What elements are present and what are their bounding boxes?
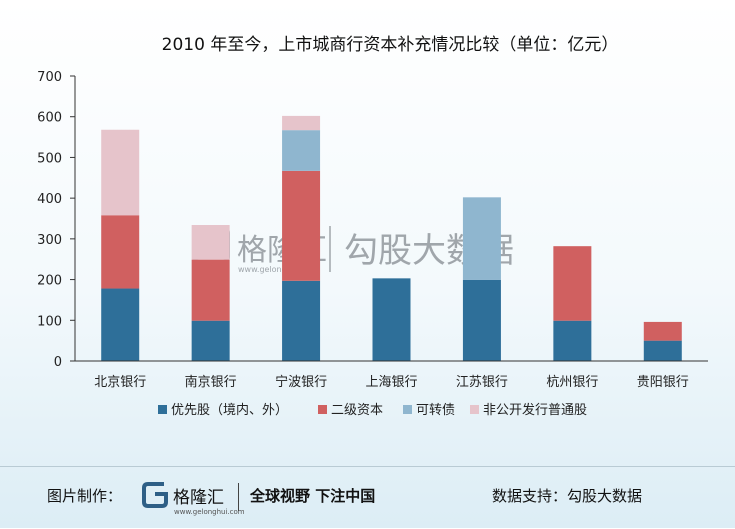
bar-segment [282,130,321,171]
legend-label: 优先股（境内、外） [171,402,288,418]
chart-title: 2010 年至今，上市城商行资本补充情况比较（单位：亿元） [162,35,619,55]
y-tick-label: 300 [37,233,62,248]
legend-swatch [470,405,479,414]
footer-brand-url: www.gelonghui.com [174,508,245,516]
x-category-label: 宁波银行 [275,374,327,390]
legend-label: 可转债 [416,403,455,418]
footer-brand: 格隆汇 [173,488,224,508]
legend-label: 二级资本 [331,403,383,418]
bar-segment [282,115,321,131]
y-tick-label: 500 [37,151,62,166]
legend-swatch [403,405,412,414]
chart: 2010 年至今，上市城商行资本补充情况比较（单位：亿元） 格隆汇 www.ge… [37,35,708,418]
x-category-label: 贵阳银行 [637,375,689,390]
legend-label: 非公开发行普通股 [483,402,587,418]
x-category-label: 南京银行 [185,374,237,390]
bar-segment [372,278,411,361]
bars [101,115,682,361]
bar-segment [462,197,501,280]
bar-segment [282,280,321,361]
footer-divider [238,483,239,511]
y-axis: 0 100 200 300 400 500 600 700 [37,70,76,370]
bar-segment [101,288,140,361]
bar-segment [191,259,230,321]
x-category-label: 上海银行 [365,375,417,390]
bar-segment [553,320,592,361]
y-tick-label: 100 [37,314,62,329]
bar-segment [553,246,592,321]
footer-slogan: 全球视野 下注中国 [250,487,376,505]
bar-segment [191,320,230,361]
y-tick-label: 0 [54,355,62,370]
bar-segment [643,340,682,361]
y-tick-label: 200 [37,274,62,289]
legend-swatch [158,405,167,414]
legend: 优先股（境内、外） 二级资本 可转债 非公开发行普通股 [158,402,587,418]
bar-segment [643,321,682,341]
watermark-brand-url: www.gelonghui.com [238,265,319,274]
y-tick-label: 600 [37,111,62,126]
y-tick-label: 700 [37,70,62,85]
footer: 图片制作： 格隆汇 www.gelonghui.com 全球视野 下注中国 数据… [0,466,735,529]
bar-segment [191,225,230,260]
bar-segment [101,129,140,216]
bar-segment [101,215,140,289]
footer-made-by-label: 图片制作： [47,487,123,505]
bar-segment [282,170,321,281]
x-axis: 北京银行 南京银行 宁波银行 上海银行 江苏银行 杭州银行 贵阳银行 [75,360,708,390]
x-category-label: 北京银行 [94,375,146,390]
legend-swatch [318,405,327,414]
brand-logo-icon [142,482,168,508]
x-category-label: 杭州银行 [546,375,598,390]
footer-support: 数据支持：勾股大数据 [492,487,643,505]
bar-segment [462,279,501,361]
y-tick-label: 400 [37,192,62,207]
x-category-label: 江苏银行 [456,374,508,390]
